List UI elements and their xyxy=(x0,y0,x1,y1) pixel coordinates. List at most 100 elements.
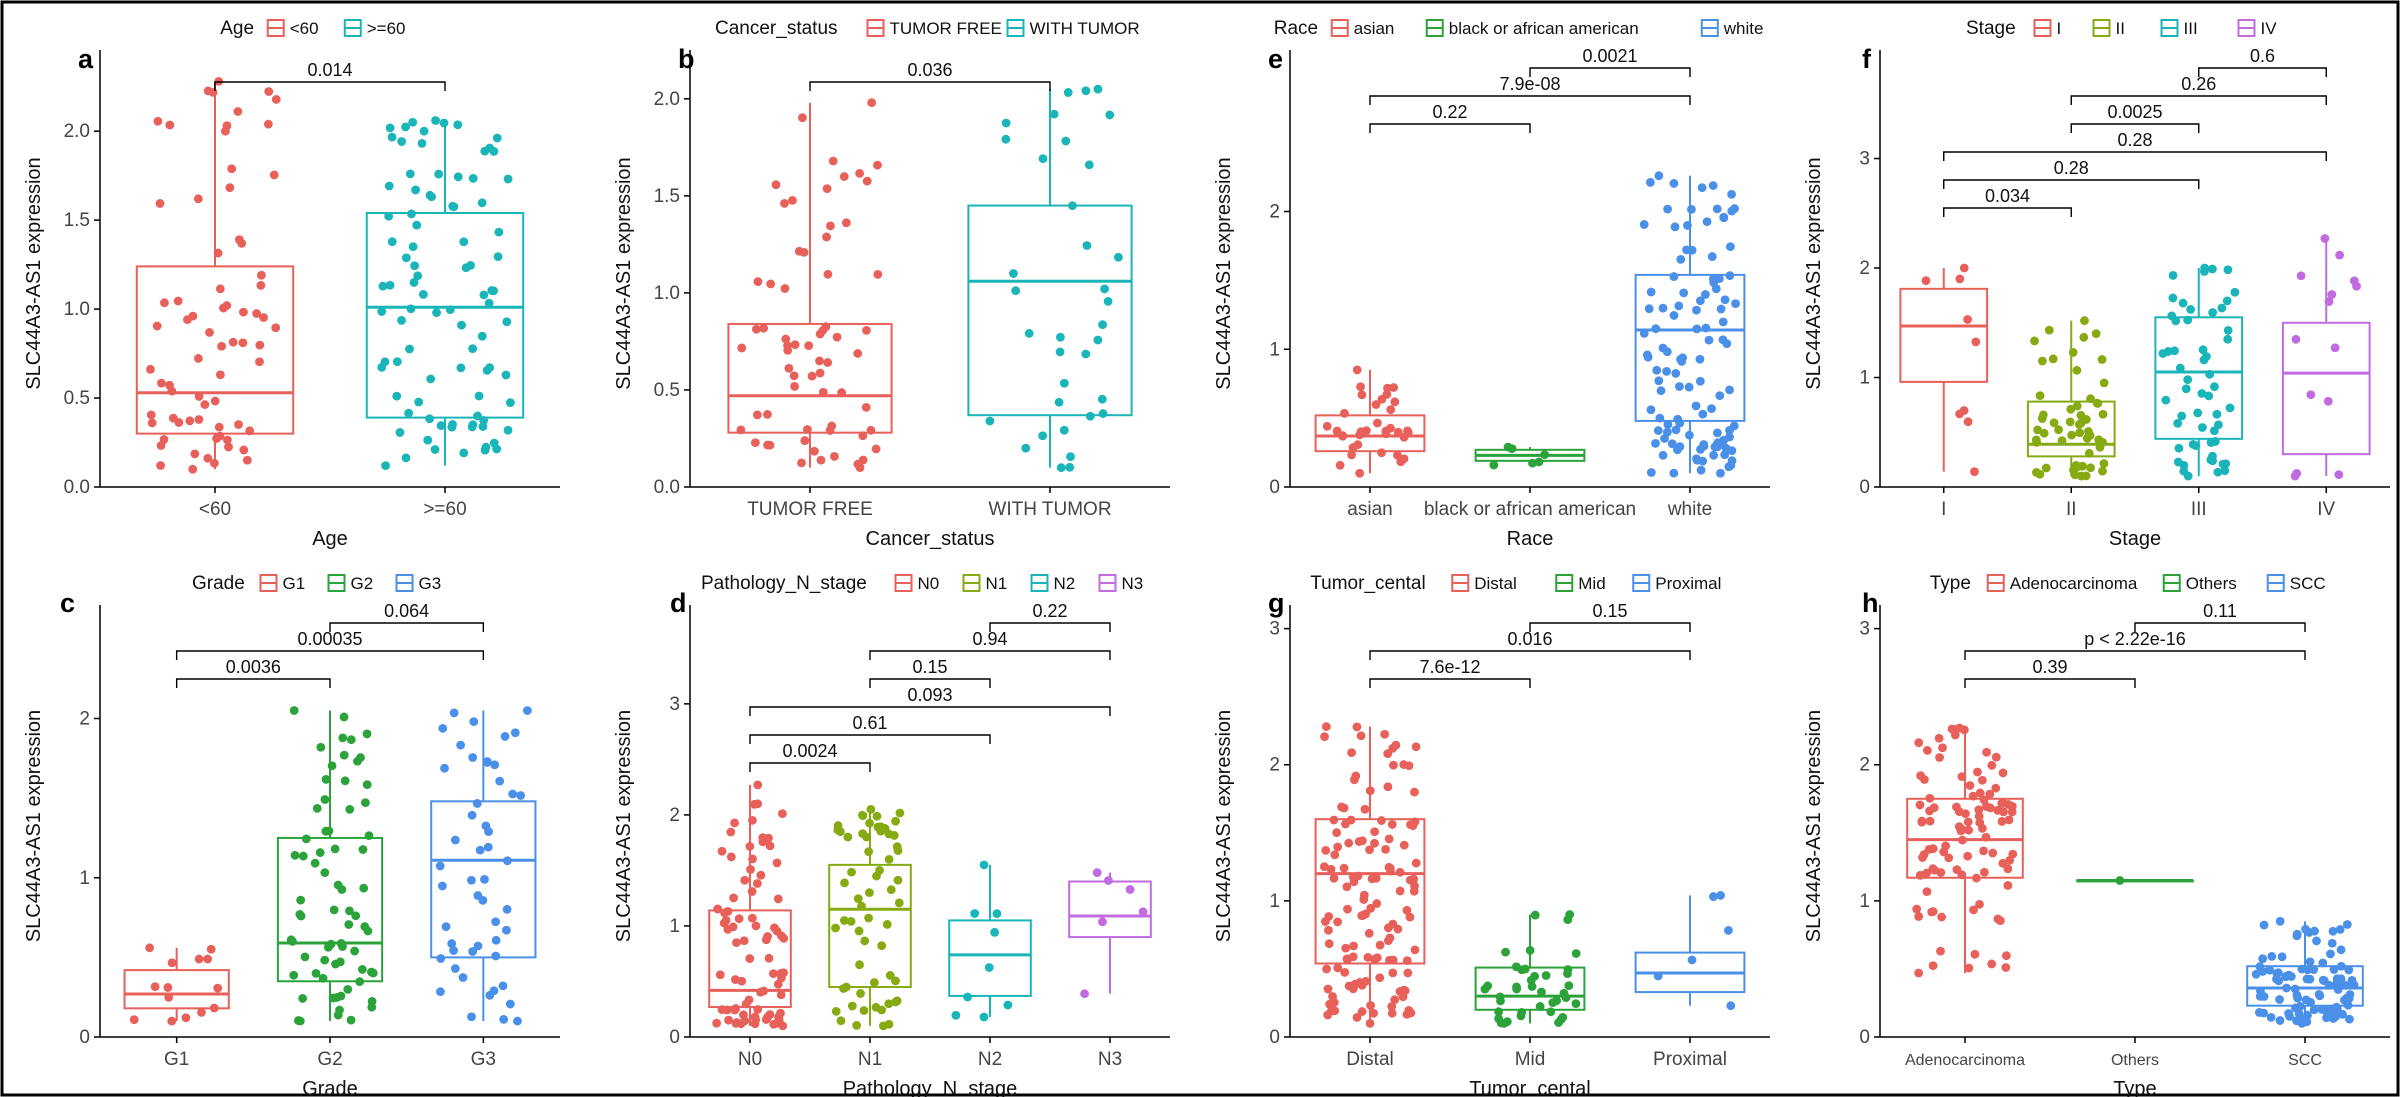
data-point xyxy=(1981,832,1991,842)
y-tick-label: 1.0 xyxy=(654,283,680,304)
data-point xyxy=(2048,354,2058,364)
legend-label: >=60 xyxy=(367,19,406,38)
data-point xyxy=(1709,450,1719,460)
p-value-label: 0.036 xyxy=(907,60,952,80)
data-point xyxy=(1003,1000,1013,1010)
box-group-3: IV xyxy=(2281,234,2371,520)
legend-title: Cancer_status xyxy=(715,18,838,39)
data-point xyxy=(1707,252,1717,261)
data-point xyxy=(773,894,783,904)
data-point xyxy=(1979,795,1989,805)
data-point xyxy=(2205,369,2215,379)
data-point xyxy=(726,827,736,837)
box-group-2: Proximal xyxy=(1634,891,1746,1070)
legend: Type Adenocarcinoma Others SCC xyxy=(1930,573,2326,594)
data-point xyxy=(225,183,235,193)
data-point xyxy=(1991,752,2001,762)
data-point xyxy=(449,202,459,212)
data-point xyxy=(296,911,306,921)
comparison-bracket: 0.94 xyxy=(869,629,1111,660)
data-point xyxy=(804,341,814,351)
legend-label: Others xyxy=(2186,574,2237,593)
data-point xyxy=(1410,817,1420,827)
data-point xyxy=(1511,962,1521,972)
data-point xyxy=(484,827,493,837)
data-point xyxy=(1977,775,1987,785)
data-point xyxy=(1342,954,1352,964)
data-point xyxy=(508,789,518,799)
data-point xyxy=(310,858,320,868)
data-point xyxy=(200,400,210,409)
data-point xyxy=(1324,912,1334,921)
data-point xyxy=(1972,873,1981,883)
data-point xyxy=(150,982,160,992)
data-point xyxy=(378,281,388,291)
data-point xyxy=(1324,925,1333,935)
box-group-1: >=60 xyxy=(365,116,525,520)
legend-label: N1 xyxy=(986,574,1008,593)
data-point xyxy=(2312,936,2321,946)
data-point xyxy=(406,304,416,314)
data-point xyxy=(1982,747,1992,757)
data-point xyxy=(1571,949,1581,958)
box-group-1: Mid xyxy=(1474,910,1586,1070)
panel-letter: h xyxy=(1862,588,1879,618)
points xyxy=(1921,263,1981,477)
data-point xyxy=(2329,965,2339,974)
bracket-line xyxy=(809,81,1051,91)
y-tick-label: 1.5 xyxy=(64,210,90,231)
p-value-label: 0.6 xyxy=(2250,46,2275,66)
data-point xyxy=(2161,395,2171,405)
data-point xyxy=(489,146,499,156)
data-point xyxy=(2306,997,2315,1007)
data-point xyxy=(1987,959,1997,969)
data-point xyxy=(2170,346,2179,356)
y-tick-label: 1 xyxy=(1269,891,1280,912)
data-point xyxy=(1726,1001,1736,1011)
data-point xyxy=(1546,1007,1556,1017)
data-point xyxy=(401,453,411,463)
data-point xyxy=(1354,837,1364,846)
data-point xyxy=(477,331,487,341)
data-point xyxy=(721,915,731,925)
data-point xyxy=(239,445,249,455)
data-point xyxy=(1344,838,1354,848)
x-axis-title: Cancer_status xyxy=(866,528,995,550)
data-point xyxy=(430,445,440,454)
data-point xyxy=(494,227,504,237)
data-point xyxy=(1375,940,1385,950)
data-point xyxy=(1914,968,1924,978)
data-point xyxy=(752,410,762,420)
data-point xyxy=(2084,448,2094,458)
data-point xyxy=(395,428,405,437)
data-point xyxy=(1669,272,1679,281)
data-point xyxy=(146,364,155,374)
x-tick-label: Others xyxy=(2111,1052,2159,1069)
data-point xyxy=(320,795,330,804)
data-point xyxy=(1958,835,1967,845)
data-point xyxy=(2076,418,2086,428)
data-point xyxy=(724,1015,733,1025)
x-tick-label: N0 xyxy=(738,1049,762,1070)
data-point xyxy=(1320,732,1329,742)
data-point xyxy=(1356,731,1366,741)
data-point xyxy=(1323,984,1333,994)
data-point xyxy=(203,453,213,463)
data-point xyxy=(167,386,177,396)
data-point xyxy=(1674,301,1684,311)
data-point xyxy=(1355,430,1365,440)
data-point xyxy=(147,418,157,428)
data-point xyxy=(2099,378,2109,388)
panels-group: Age <60 >=60 a 0.0 0.5 1.0 1.5 2.0 SLC44A3-AS1 ex… xyxy=(23,18,2390,1097)
data-point xyxy=(1697,183,1707,193)
data-point xyxy=(1724,462,1734,472)
data-point xyxy=(790,381,799,391)
data-point xyxy=(1935,753,1944,762)
data-point xyxy=(717,1005,727,1015)
data-point xyxy=(2198,345,2208,355)
data-point xyxy=(1971,337,1981,347)
data-point xyxy=(2038,410,2048,420)
data-point xyxy=(483,842,493,852)
data-point xyxy=(951,1010,961,1020)
legend-label: G2 xyxy=(351,574,374,593)
